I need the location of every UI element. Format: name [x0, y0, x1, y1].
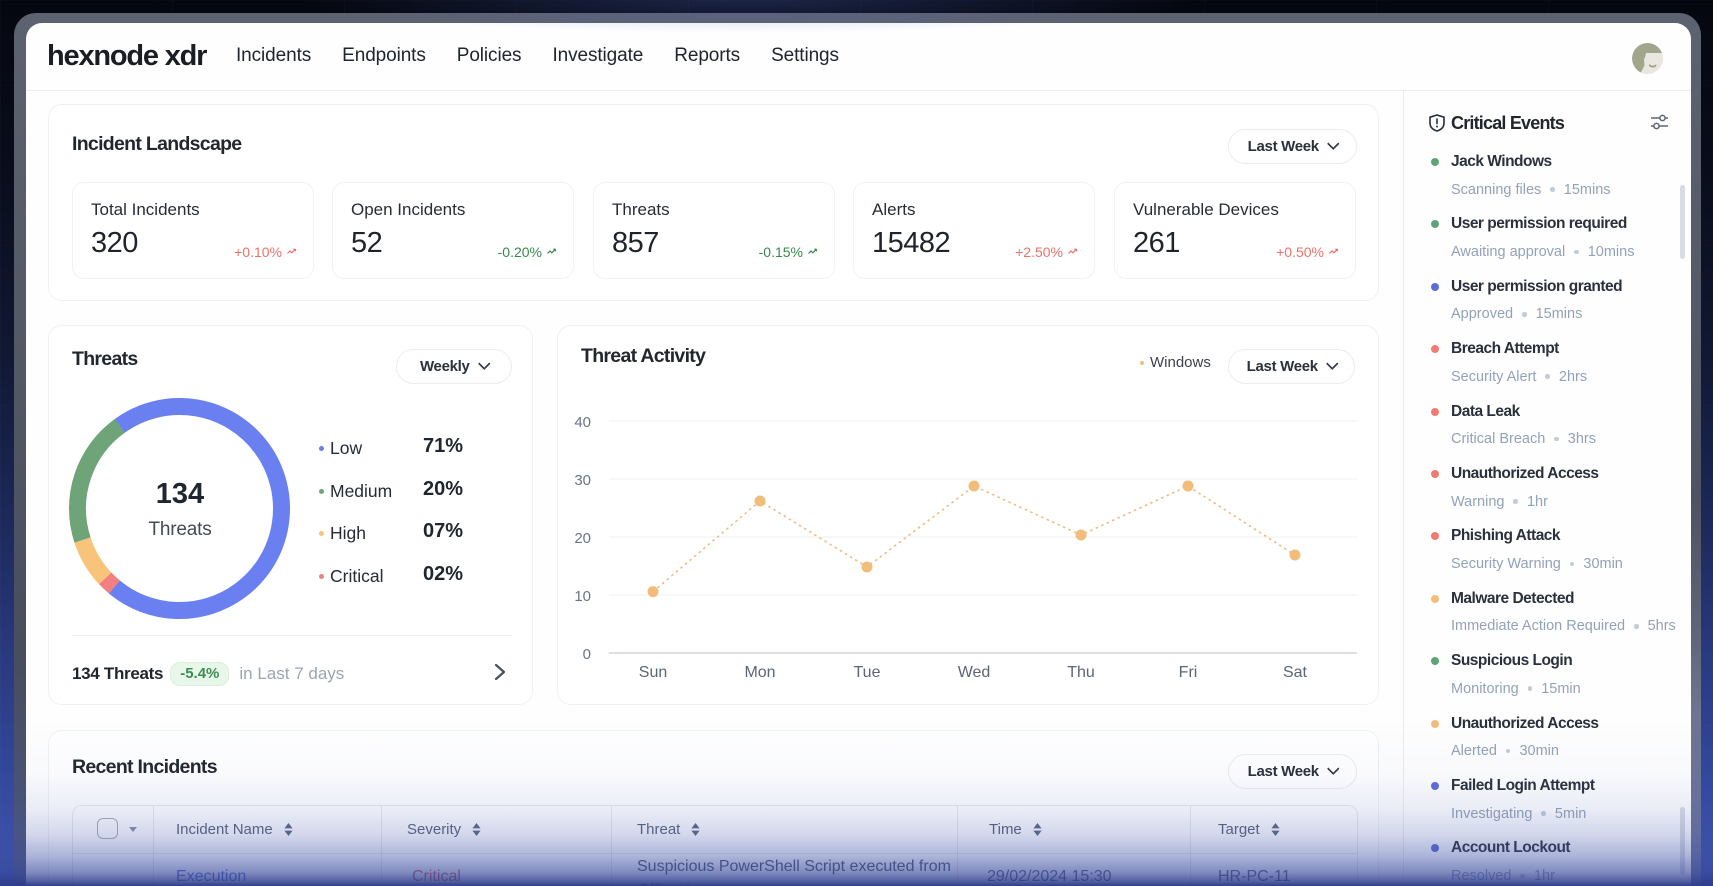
svg-text:Wed: Wed — [958, 664, 991, 681]
svg-text:30: 30 — [574, 472, 591, 489]
svg-text:Thu: Thu — [1067, 664, 1095, 681]
svg-text:0: 0 — [583, 646, 591, 663]
svg-text:Fri: Fri — [1179, 664, 1198, 681]
svg-text:20: 20 — [574, 530, 591, 547]
svg-text:40: 40 — [574, 414, 591, 431]
svg-text:10: 10 — [574, 588, 591, 605]
svg-text:Mon: Mon — [744, 664, 775, 681]
svg-text:Sat: Sat — [1283, 664, 1308, 681]
svg-text:Sun: Sun — [639, 664, 667, 681]
svg-text:Tue: Tue — [854, 664, 881, 681]
